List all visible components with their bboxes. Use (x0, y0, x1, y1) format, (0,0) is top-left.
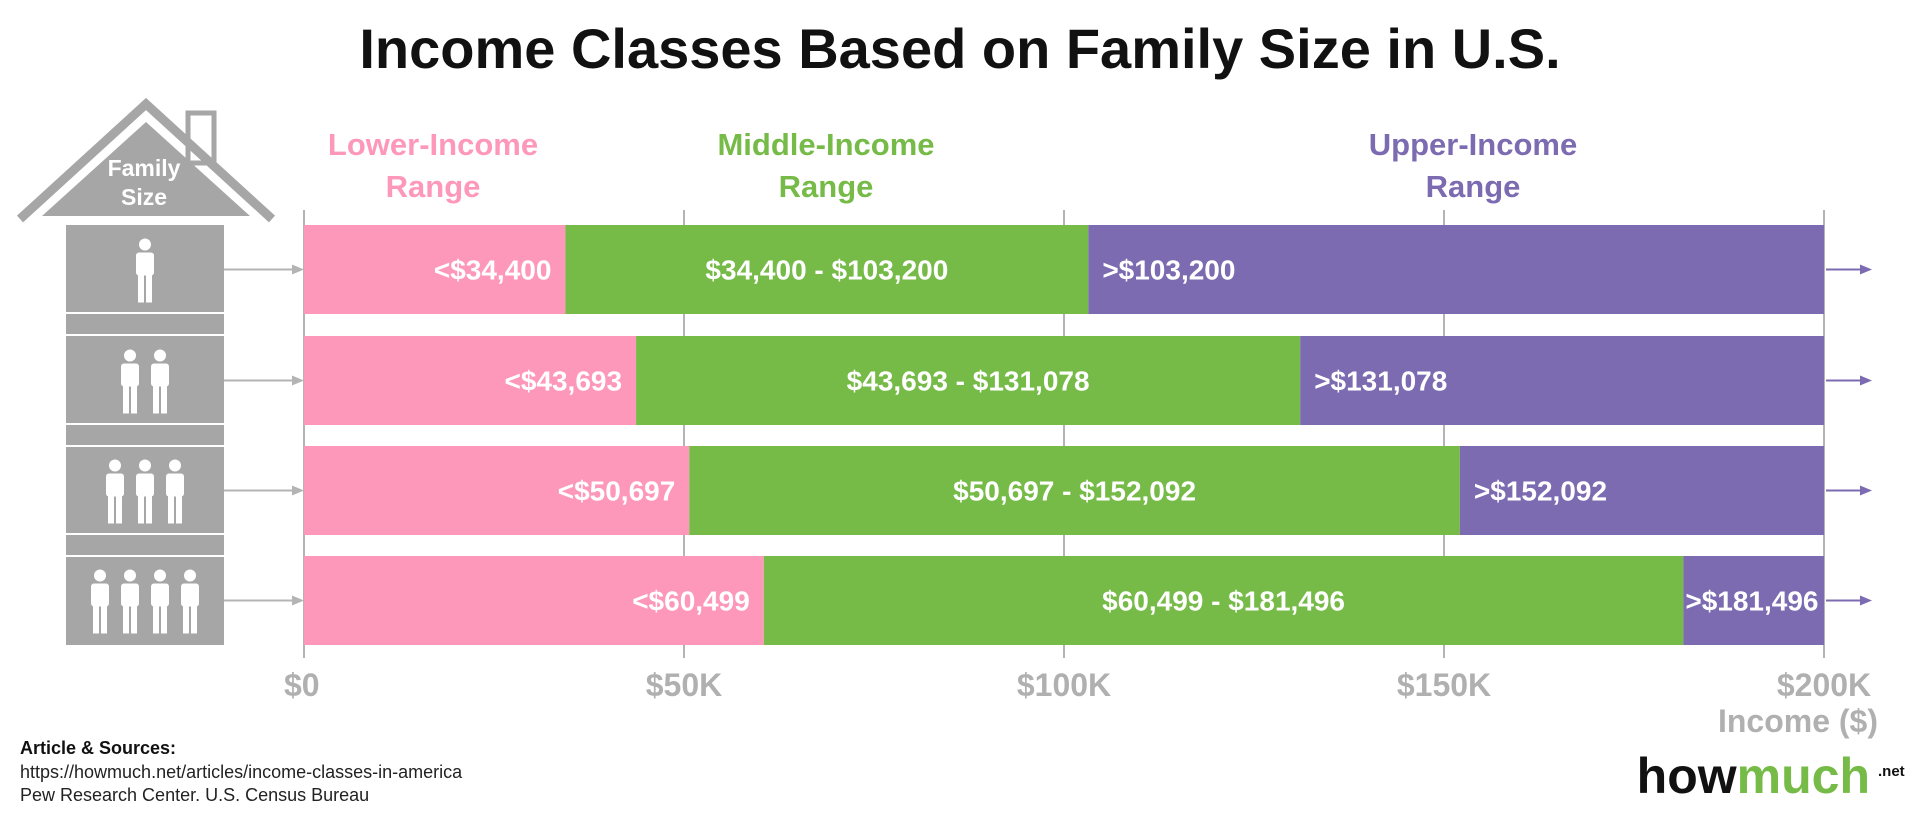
row-connector-arrowhead (292, 595, 304, 606)
bars (304, 225, 1824, 645)
bar-middle-size-4 (763, 556, 1684, 645)
tick-label: $150K (1397, 667, 1491, 703)
person-icon (121, 349, 139, 414)
logo-net: .net (1878, 763, 1905, 780)
person-icon (91, 569, 109, 634)
legend-lower-line1: Lower-Income (328, 127, 538, 162)
label-upper-size-2: >$131,078 (1314, 366, 1447, 397)
continuation-arrowhead (1860, 375, 1872, 386)
bar-lower-size-2 (304, 336, 637, 425)
label-upper-size-1: >$103,200 (1102, 255, 1235, 286)
row-connector-arrowhead (292, 485, 304, 496)
house-icon (16, 97, 276, 645)
house-label-line2: Size (121, 184, 167, 210)
bar-labels: <$34,400 $34,400 - $103,200 >$103,200 <$43,… (434, 255, 1819, 617)
label-middle-size-1: $34,400 - $103,200 (705, 255, 948, 286)
label-upper-size-4: >$181,496 (1685, 586, 1818, 617)
legend-upper-line1: Upper-Income (1369, 127, 1577, 162)
label-middle-size-2: $43,693 - $131,078 (847, 366, 1090, 397)
tick-label: $50K (646, 667, 723, 703)
bar-upper-size-2 (1300, 336, 1824, 425)
person-icon (151, 349, 169, 414)
legend-lower-line2: Range (386, 169, 481, 204)
family-icons (91, 238, 199, 634)
bar-lower-size-4 (304, 556, 764, 645)
label-lower-size-3: <$50,697 (558, 476, 676, 507)
x-axis: $0 $50K $100K $150K $200K (284, 667, 1871, 703)
howmuch-logo: howmuch .net (1637, 748, 1905, 804)
continuation-arrowhead (1860, 485, 1872, 496)
house-label-line1: Family (108, 155, 181, 181)
tick-label: $100K (1017, 667, 1111, 703)
tick-label: $200K (1777, 667, 1871, 703)
sources-heading: Article & Sources: (20, 738, 176, 758)
label-lower-size-2: <$43,693 (504, 366, 622, 397)
legend-upper-line2: Range (1426, 169, 1521, 204)
legend-middle-line2: Range (779, 169, 874, 204)
row-connector-arrowhead (292, 375, 304, 386)
person-icon (136, 238, 154, 303)
person-icon (166, 459, 184, 524)
chart-title: Income Classes Based on Family Size in U… (359, 17, 1560, 80)
bar-middle-size-2 (636, 336, 1301, 425)
continuation-arrowhead (1860, 264, 1872, 275)
person-icon (151, 569, 169, 634)
bar-lower-size-3 (304, 446, 690, 535)
label-lower-size-1: <$34,400 (434, 255, 552, 286)
bar-upper-size-3 (1459, 446, 1824, 535)
bar-upper-size-4 (1683, 556, 1824, 645)
person-icon (106, 459, 124, 524)
source-link[interactable]: https://howmuch.net/articles/income-clas… (20, 762, 463, 782)
bar-middle-size-3 (689, 446, 1460, 535)
tick-label: $0 (284, 667, 320, 703)
bar-upper-size-1 (1088, 225, 1824, 314)
label-upper-size-3: >$152,092 (1474, 476, 1607, 507)
bar-middle-size-1 (565, 225, 1089, 314)
legend-middle-line1: Middle-Income (717, 127, 934, 162)
person-icon (121, 569, 139, 634)
x-axis-title: Income ($) (1718, 703, 1878, 739)
logo-much: much (1737, 748, 1870, 804)
label-lower-size-4: <$60,499 (632, 586, 750, 617)
person-icon (181, 569, 199, 634)
bar-lower-size-1 (304, 225, 566, 314)
continuation-arrowhead (1860, 595, 1872, 606)
label-middle-size-4: $60,499 - $181,496 (1102, 586, 1345, 617)
label-middle-size-3: $50,697 - $152,092 (953, 476, 1196, 507)
person-icon (136, 459, 154, 524)
row-connector-arrowhead (292, 264, 304, 275)
svg-text:howmuch: howmuch (1637, 748, 1870, 804)
source-credit: Pew Research Center. U.S. Census Bureau (20, 785, 369, 805)
logo-how: how (1637, 748, 1737, 804)
